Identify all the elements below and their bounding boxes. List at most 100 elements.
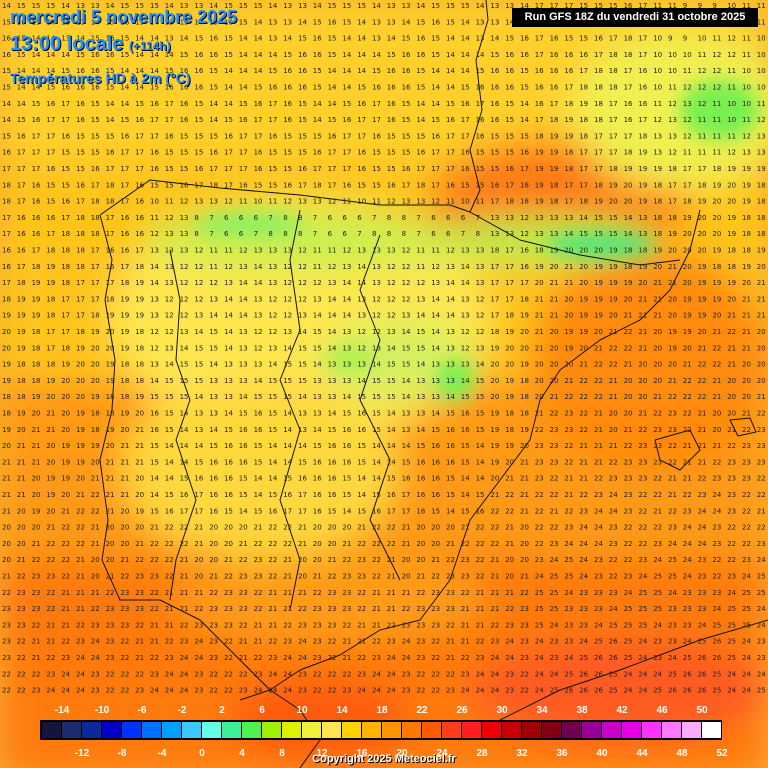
grid-value: 22	[446, 556, 455, 564]
grid-value: 21	[342, 654, 351, 662]
legend-label: -10	[95, 705, 110, 716]
grid-value: 23	[209, 621, 218, 629]
grid-value: 14	[150, 491, 159, 499]
grid-value: 23	[313, 621, 322, 629]
grid-value: 21	[328, 556, 337, 564]
grid-value: 15	[17, 2, 26, 10]
grid-value: 15	[150, 2, 159, 10]
grid-value: 10	[742, 100, 751, 108]
grid-value: 15	[239, 475, 248, 483]
grid-value: 19	[712, 279, 721, 287]
grid-value: 15	[120, 35, 129, 43]
grid-value: 22	[461, 654, 470, 662]
grid-value: 14	[46, 35, 55, 43]
grid-value: 23	[106, 621, 115, 629]
grid-value: 26	[594, 654, 603, 662]
grid-value: 12	[180, 198, 189, 206]
grid-value: 21	[505, 540, 514, 548]
grid-value: 20	[2, 344, 11, 352]
grid-value: 15	[461, 2, 470, 10]
grid-value: 21	[668, 263, 677, 271]
grid-value: 15	[357, 393, 366, 401]
grid-value: 23	[683, 507, 692, 515]
grid-value: 20	[609, 312, 618, 320]
grid-value: 14	[135, 35, 144, 43]
grid-value: 12	[653, 116, 662, 124]
grid-value: 17	[283, 507, 292, 515]
grid-value: 16	[476, 507, 485, 515]
grid-value: 22	[2, 589, 11, 597]
grid-value: 20	[727, 377, 736, 385]
grid-value: 12	[476, 328, 485, 336]
grid-value: 23	[268, 654, 277, 662]
legend-label: 8	[279, 748, 285, 759]
grid-value: 20	[712, 312, 721, 320]
grid-value: 22	[372, 573, 381, 581]
grid-value: 26	[698, 687, 707, 695]
grid-value: 17	[120, 181, 129, 189]
grid-value: 17	[698, 165, 707, 173]
grid-value: 17	[120, 165, 129, 173]
grid-value: 15	[209, 132, 218, 140]
grid-value: 12	[194, 295, 203, 303]
grid-value: 16	[224, 18, 233, 26]
grid-value: 23	[594, 589, 603, 597]
grid-value: 20	[17, 507, 26, 515]
grid-value: 23	[505, 621, 514, 629]
grid-value: 16	[416, 458, 425, 466]
grid-value: 20	[535, 361, 544, 369]
grid-value: 17	[446, 165, 455, 173]
grid-value: 15	[313, 132, 322, 140]
grid-value: 20	[712, 426, 721, 434]
grid-value: 21	[609, 393, 618, 401]
grid-value: 16	[328, 18, 337, 26]
grid-value: 16	[194, 475, 203, 483]
grid-value: 24	[298, 654, 307, 662]
grid-value: 17	[683, 181, 692, 189]
grid-value: 21	[476, 589, 485, 597]
grid-value: 15	[490, 165, 499, 173]
grid-value: 19	[91, 393, 100, 401]
grid-value: 13	[342, 263, 351, 271]
grid-value: 22	[91, 507, 100, 515]
grid-value: 11	[757, 18, 766, 26]
grid-value: 14	[520, 2, 529, 10]
grid-value: 19	[535, 263, 544, 271]
grid-value: 21	[446, 638, 455, 646]
grid-value: 22	[224, 573, 233, 581]
grid-value: 14	[313, 2, 322, 10]
grid-value: 19	[2, 312, 11, 320]
grid-value: 23	[742, 458, 751, 466]
grid-value: 13	[209, 198, 218, 206]
grid-value: 22	[150, 654, 159, 662]
grid-value: 22	[283, 540, 292, 548]
grid-value: 17	[609, 149, 618, 157]
grid-value: 25	[757, 687, 766, 695]
grid-value: 14	[239, 393, 248, 401]
grid-value: 12	[180, 312, 189, 320]
grid-value: 14	[239, 67, 248, 75]
grid-value: 22	[698, 361, 707, 369]
grid-value: 16	[135, 214, 144, 222]
grid-value: 24	[535, 687, 544, 695]
grid-value: 16	[402, 67, 411, 75]
grid-value: 16	[194, 51, 203, 59]
grid-value: 13	[268, 35, 277, 43]
grid-value: 22	[32, 621, 41, 629]
grid-value: 23	[609, 540, 618, 548]
grid-value: 12	[712, 51, 721, 59]
grid-value: 15	[505, 132, 514, 140]
grid-value: 15	[32, 2, 41, 10]
grid-value: 13	[254, 295, 263, 303]
grid-value: 15	[194, 344, 203, 352]
grid-value: 13	[254, 312, 263, 320]
grid-value: 14	[2, 2, 11, 10]
grid-value: 8	[387, 214, 391, 222]
grid-value: 22	[594, 475, 603, 483]
grid-value: 16	[416, 507, 425, 515]
grid-value: 15	[402, 344, 411, 352]
grid-value: 12	[194, 263, 203, 271]
grid-value: 23	[550, 426, 559, 434]
grid-value: 19	[520, 426, 529, 434]
grid-value: 16	[239, 116, 248, 124]
